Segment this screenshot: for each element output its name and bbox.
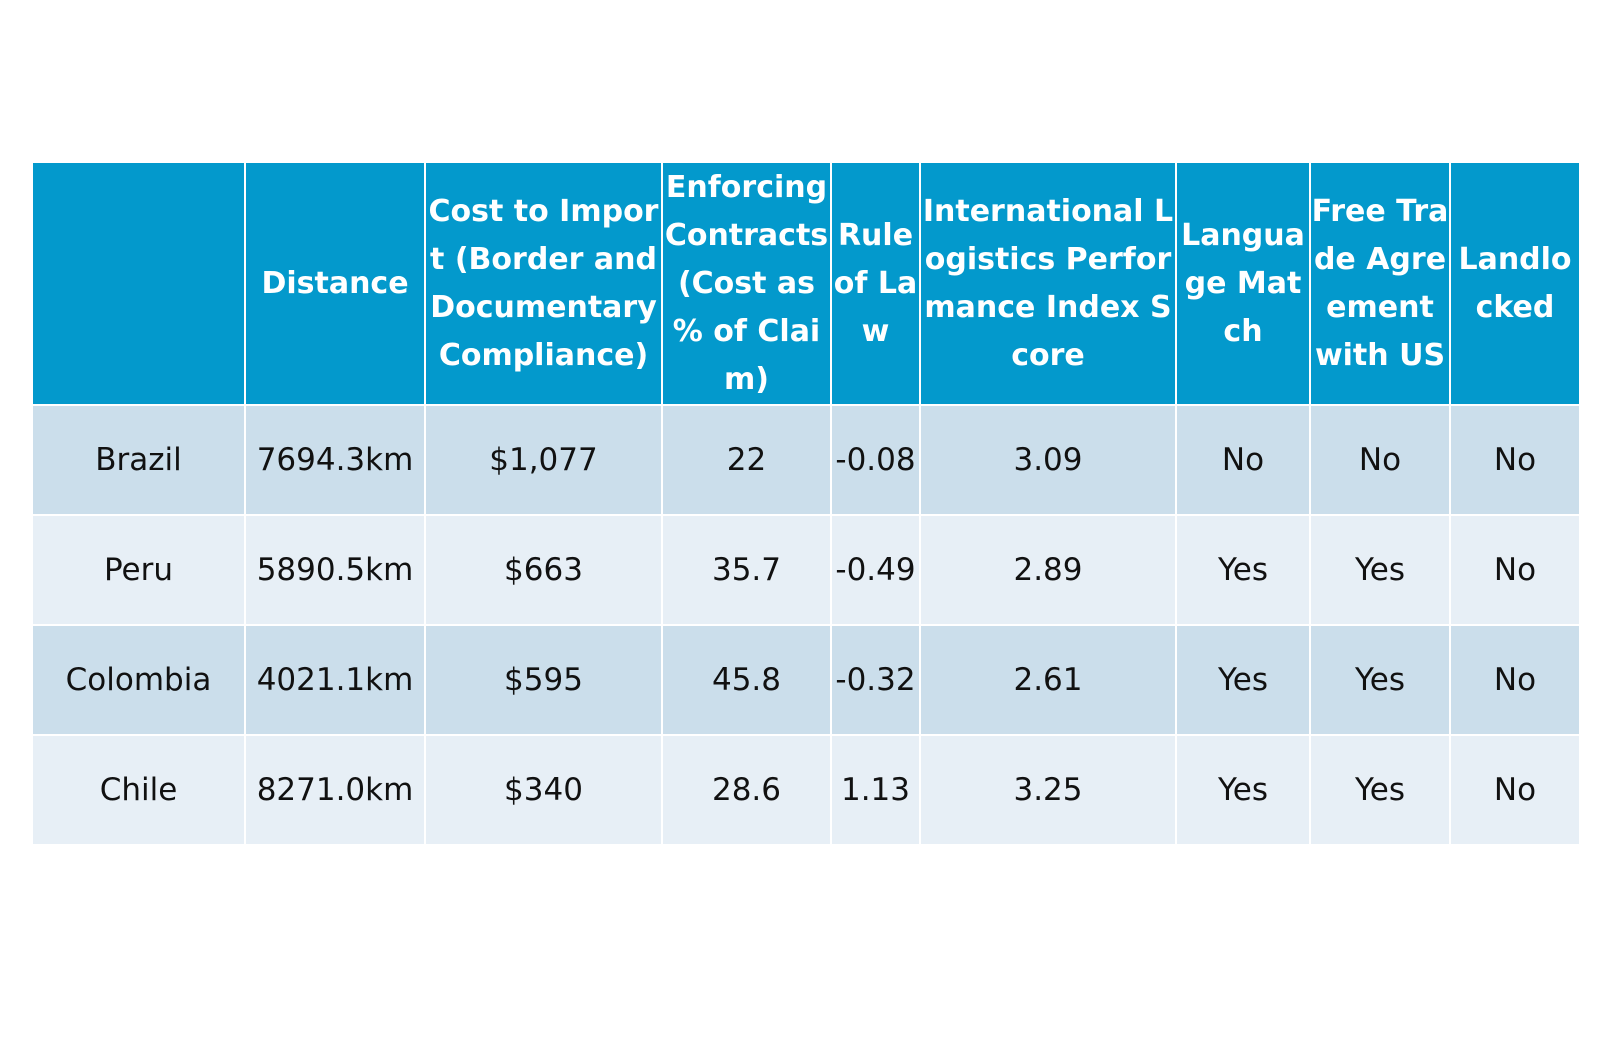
- header-free-trade-agreement: Free Trade Agreement with US: [1309, 161, 1451, 406]
- cell-landlocked: No: [1449, 734, 1581, 846]
- table-row: Chile 8271.0km $340 28.6 1.13 3.25 Yes Y…: [31, 734, 1581, 846]
- cell-enforcing-contracts: 22: [661, 404, 832, 516]
- country-comparison-table: Distance Cost to Import (Border and Docu…: [31, 161, 1581, 846]
- header-cost-to-import: Cost to Import (Border and Documentary C…: [424, 161, 663, 406]
- header-landlocked: Landlocked: [1449, 161, 1581, 406]
- cell-free-trade-agreement: Yes: [1309, 514, 1451, 626]
- cell-free-trade-agreement: Yes: [1309, 734, 1451, 846]
- cell-logistics-index: 2.61: [919, 624, 1177, 736]
- cell-cost-to-import: $595: [424, 624, 663, 736]
- cell-logistics-index: 3.25: [919, 734, 1177, 846]
- cell-country: Colombia: [31, 624, 246, 736]
- cell-rule-of-law: -0.08: [830, 404, 921, 516]
- cell-country: Brazil: [31, 404, 246, 516]
- cell-logistics-index: 3.09: [919, 404, 1177, 516]
- cell-enforcing-contracts: 28.6: [661, 734, 832, 846]
- cell-language-match: Yes: [1175, 514, 1311, 626]
- header-row: Distance Cost to Import (Border and Docu…: [31, 161, 1581, 406]
- cell-landlocked: No: [1449, 514, 1581, 626]
- cell-country: Chile: [31, 734, 246, 846]
- cell-distance: 8271.0km: [244, 734, 426, 846]
- cell-language-match: Yes: [1175, 624, 1311, 736]
- cell-country: Peru: [31, 514, 246, 626]
- cell-language-match: No: [1175, 404, 1311, 516]
- cell-distance: 5890.5km: [244, 514, 426, 626]
- header-logistics-index: International Logistics Performance Inde…: [919, 161, 1177, 406]
- header-language-match: Language Match: [1175, 161, 1311, 406]
- cell-rule-of-law: -0.49: [830, 514, 921, 626]
- table-row: Peru 5890.5km $663 35.7 -0.49 2.89 Yes Y…: [31, 514, 1581, 626]
- table-row: Colombia 4021.1km $595 45.8 -0.32 2.61 Y…: [31, 624, 1581, 736]
- cell-enforcing-contracts: 35.7: [661, 514, 832, 626]
- cell-language-match: Yes: [1175, 734, 1311, 846]
- cell-distance: 7694.3km: [244, 404, 426, 516]
- header-country: [31, 161, 246, 406]
- cell-logistics-index: 2.89: [919, 514, 1177, 626]
- cell-free-trade-agreement: No: [1309, 404, 1451, 516]
- cell-cost-to-import: $1,077: [424, 404, 663, 516]
- cell-rule-of-law: -0.32: [830, 624, 921, 736]
- header-rule-of-law: Rule of Law: [830, 161, 921, 406]
- header-distance: Distance: [244, 161, 426, 406]
- cell-free-trade-agreement: Yes: [1309, 624, 1451, 736]
- cell-enforcing-contracts: 45.8: [661, 624, 832, 736]
- cell-landlocked: No: [1449, 404, 1581, 516]
- cell-cost-to-import: $340: [424, 734, 663, 846]
- table-row: Brazil 7694.3km $1,077 22 -0.08 3.09 No …: [31, 404, 1581, 516]
- header-enforcing-contracts: Enforcing Contracts (Cost as % of Claim): [661, 161, 832, 406]
- cell-rule-of-law: 1.13: [830, 734, 921, 846]
- cell-cost-to-import: $663: [424, 514, 663, 626]
- cell-distance: 4021.1km: [244, 624, 426, 736]
- cell-landlocked: No: [1449, 624, 1581, 736]
